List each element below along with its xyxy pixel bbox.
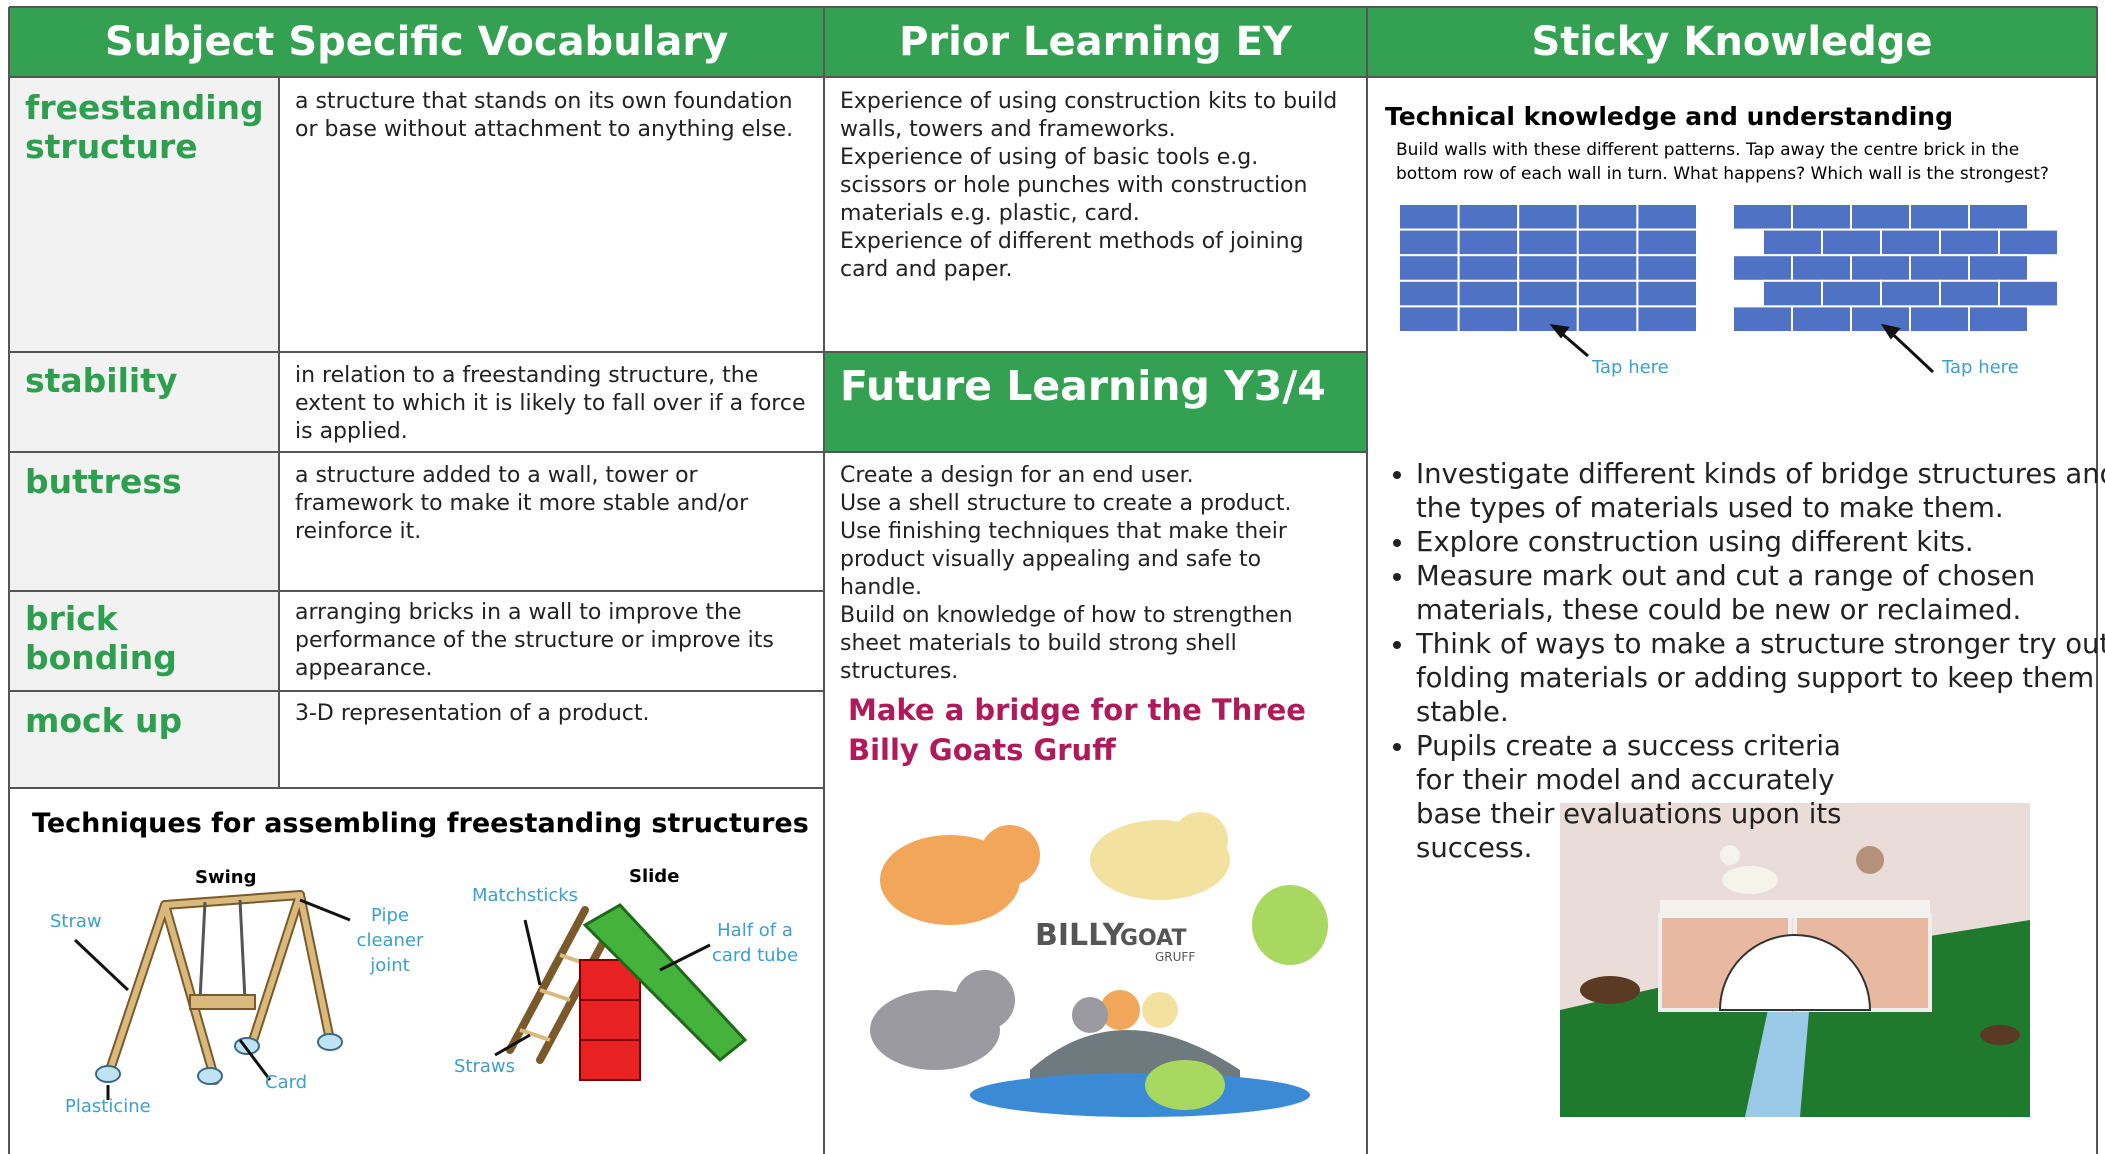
- vocab-definition: a structure added to a wall, tower or fr…: [295, 463, 749, 544]
- brick: [1457, 228, 1520, 257]
- brick: [1517, 254, 1579, 282]
- bullet: Investigate different kinds of bridge st…: [1416, 457, 2105, 525]
- part-label: Matchsticks: [472, 885, 579, 906]
- brick: [1576, 203, 1639, 231]
- brick: [1968, 305, 2029, 333]
- brick: [1457, 203, 1520, 231]
- brick: [1880, 279, 1941, 308]
- image-text: GOAT: [1120, 926, 1187, 951]
- vocab-term: brick bonding: [25, 599, 177, 677]
- brick: [1821, 228, 1882, 257]
- brick: [1939, 279, 2000, 308]
- vocab-term: stability: [25, 361, 178, 400]
- brick: [1517, 203, 1579, 231]
- brick: [1457, 305, 1520, 333]
- bullet: Explore construction using different kit…: [1416, 525, 2105, 559]
- brick: [1762, 279, 1823, 308]
- brick: [1732, 203, 1793, 231]
- part-label: Straw: [50, 911, 102, 932]
- brick: [1791, 203, 1852, 231]
- brick: [1636, 279, 1699, 308]
- brick: [1821, 279, 1882, 308]
- text-line: Use finishing techniques that make their…: [840, 519, 1287, 600]
- brick: [1791, 305, 1852, 333]
- brick: [1850, 254, 1911, 282]
- technical-title: Technical knowledge and understanding: [1385, 102, 1954, 131]
- brick: [1517, 279, 1579, 308]
- brick: [1457, 254, 1520, 282]
- brick: [1457, 279, 1520, 308]
- brick: [1398, 305, 1460, 333]
- future-learning: Create a design for an end user. Use a s…: [840, 462, 1330, 686]
- header: Subject Specific Vocabulary: [104, 19, 729, 65]
- image-text: BILLY: [1035, 918, 1125, 953]
- text-line: Create a design for an end user.: [840, 463, 1194, 488]
- brick: [1636, 228, 1699, 257]
- vocab-definition: arranging bricks in a wall to improve th…: [295, 600, 774, 681]
- header: Prior Learning EY: [899, 19, 1292, 65]
- bullet: Pupils create a success criteria for the…: [1416, 729, 1846, 865]
- brick: [1517, 228, 1579, 257]
- part-label: Plasticine: [65, 1096, 151, 1117]
- future-title: Future Learning Y3/4: [840, 362, 1326, 410]
- text-line: Experience of using construction kits to…: [840, 89, 1338, 142]
- vocab-term: mock up: [25, 701, 183, 740]
- brick: [1398, 254, 1460, 282]
- vocab-definition: a structure that stands on its own found…: [295, 89, 794, 142]
- bullet: Measure mark out and cut a range of chos…: [1416, 559, 2105, 627]
- brick: [1732, 254, 1793, 282]
- brick: [1398, 228, 1460, 257]
- brick: [1998, 228, 2059, 257]
- vocab-definition: in relation to a freestanding structure,…: [295, 363, 806, 444]
- brick: [1636, 305, 1699, 333]
- brick: [1732, 305, 1793, 333]
- brick: [1909, 254, 1970, 282]
- swing-name: Swing: [195, 867, 257, 888]
- brick: [1909, 305, 1970, 333]
- brick: [1791, 254, 1852, 282]
- brick: [1909, 203, 1970, 231]
- brick: [1576, 305, 1639, 333]
- brick: [1850, 203, 1911, 231]
- brick: [1576, 228, 1639, 257]
- brick: [1576, 279, 1639, 308]
- brick: [1880, 228, 1941, 257]
- image-text: GRUFF: [1155, 950, 1196, 964]
- prior-learning: Experience of using construction kits to…: [840, 88, 1350, 284]
- part-label: Straws: [454, 1056, 516, 1077]
- brick: [1576, 254, 1639, 282]
- brick: [1762, 228, 1823, 257]
- brick: [1939, 228, 2000, 257]
- vocab-term: buttress: [25, 462, 182, 501]
- bullet-list: Investigate different kinds of bridge st…: [1380, 457, 2105, 865]
- part-label: Card: [265, 1072, 308, 1093]
- text-line: Build on knowledge of how to strengthen …: [840, 603, 1293, 684]
- brick: [1998, 279, 2059, 308]
- part-label: Pipe cleaner joint: [356, 905, 424, 976]
- bullet: Think of ways to make a structure strong…: [1416, 627, 2105, 729]
- tap-label: Tap here: [1592, 357, 1669, 378]
- brick: [1398, 203, 1460, 231]
- text-line: Experience of different methods of joini…: [840, 229, 1304, 282]
- header: Sticky Knowledge: [1531, 19, 1933, 65]
- brick: [1636, 254, 1699, 282]
- vocab-definition: 3-D representation of a product.: [295, 701, 650, 726]
- technical-instructions: Build walls with these different pattern…: [1396, 140, 2049, 184]
- vocab-term: freestanding structure: [25, 88, 264, 166]
- brick: [1850, 305, 1911, 333]
- brick: [1398, 279, 1460, 308]
- techniques-title: Techniques for assembling freestanding s…: [32, 808, 809, 839]
- text-line: Use a shell structure to create a produc…: [840, 491, 1292, 516]
- brick: [1968, 254, 2029, 282]
- tap-label: Tap here: [1942, 357, 2019, 378]
- slide-name: Slide: [629, 866, 680, 887]
- brick: [1517, 305, 1579, 333]
- part-label: Half of a card tube: [711, 920, 799, 966]
- text-line: Experience of using of basic tools e.g. …: [840, 145, 1308, 226]
- bridge-title: Make a bridge for the Three Billy Goats …: [848, 693, 1306, 767]
- brick: [1636, 203, 1699, 231]
- brick: [1968, 203, 2029, 231]
